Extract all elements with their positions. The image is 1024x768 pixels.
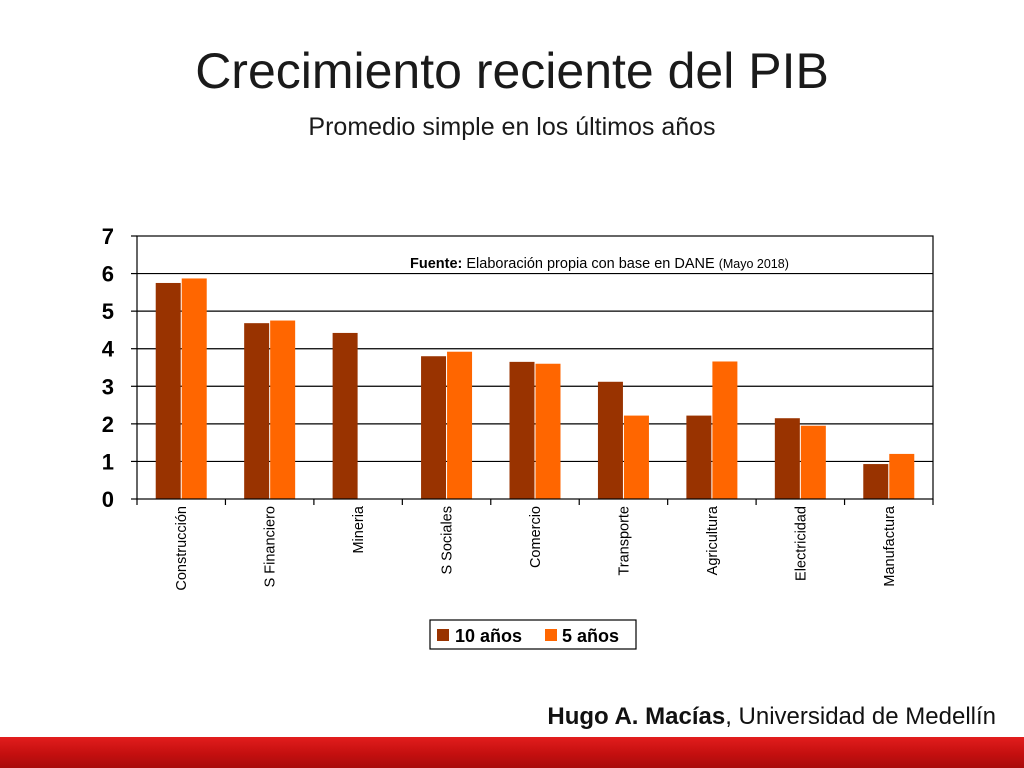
bar-10-8 <box>863 464 889 499</box>
x-tick-label: S Sociales <box>440 506 456 575</box>
legend-label-10: 10 años <box>455 626 522 646</box>
bar-5-6 <box>712 361 738 499</box>
bar-5-5 <box>623 415 649 499</box>
plot-frame <box>136 235 934 500</box>
bar-10-7 <box>774 418 800 499</box>
x-tick-label: Mineria <box>351 505 367 553</box>
legend-swatch-10 <box>437 629 449 641</box>
footer-author: Hugo A. Macías <box>547 703 726 730</box>
y-tick-label: 5 <box>102 299 114 324</box>
source-note-date: (Mayo 2018) <box>719 257 789 271</box>
bar-5-1 <box>270 320 296 499</box>
slide-subtitle: Promedio simple en los últimos años <box>308 113 716 141</box>
bar-5-0 <box>181 278 207 499</box>
y-tick-label: 6 <box>102 262 114 287</box>
footer-affiliation: , Universidad de Medellín <box>725 703 996 730</box>
bar-10-1 <box>244 323 270 499</box>
x-tick-label: Electricidad <box>793 506 809 581</box>
source-note-bold: Fuente: <box>410 256 462 272</box>
x-tick-label: S Financiero <box>263 506 279 587</box>
source-note-text: Elaboración propia con base en DANE <box>462 256 718 272</box>
bar-5-4 <box>535 363 561 499</box>
slide-title: Crecimiento reciente del PIB <box>195 43 829 99</box>
x-tick-label: Manufactura <box>882 505 898 587</box>
slide-footer: Hugo A. Macías, Universidad de Medellín <box>547 703 996 731</box>
x-tick-label: Construcción <box>174 506 190 591</box>
x-tick-label: Agricultura <box>705 505 721 575</box>
y-tick-label: 7 <box>102 224 114 249</box>
y-axis-ticks: 0 1 2 3 4 5 6 7 <box>102 224 137 512</box>
bar-5-3 <box>447 351 473 499</box>
x-tick-label: Comercio <box>528 506 544 568</box>
legend-swatch-5 <box>545 629 557 641</box>
chart-legend: 10 años 5 años <box>429 619 637 650</box>
legend-label-5: 5 años <box>562 626 619 646</box>
bar-10-5 <box>597 381 623 499</box>
chart-source-note: Fuente: Elaboración propia con base en D… <box>410 256 789 272</box>
chart-bars <box>155 278 915 499</box>
legend-frame <box>429 619 637 650</box>
chart-grid <box>137 272 933 463</box>
x-axis-labels: Construcción S Financiero Mineria S Sociale… <box>136 499 934 591</box>
y-tick-label: 0 <box>102 487 114 512</box>
bar-10-2 <box>332 332 358 499</box>
bar-10-6 <box>686 415 712 499</box>
y-tick-label: 3 <box>102 374 114 399</box>
bar-5-7 <box>800 425 826 499</box>
bar-10-4 <box>509 361 535 499</box>
bottom-accent-bar <box>0 737 1024 768</box>
y-tick-label: 2 <box>102 412 114 437</box>
x-tick-label: Transporte <box>616 506 632 576</box>
bar-10-3 <box>421 356 447 499</box>
y-tick-label: 1 <box>102 449 114 474</box>
bar-5-8 <box>889 453 915 499</box>
y-tick-label: 4 <box>102 337 115 362</box>
bar-10-0 <box>155 282 181 499</box>
